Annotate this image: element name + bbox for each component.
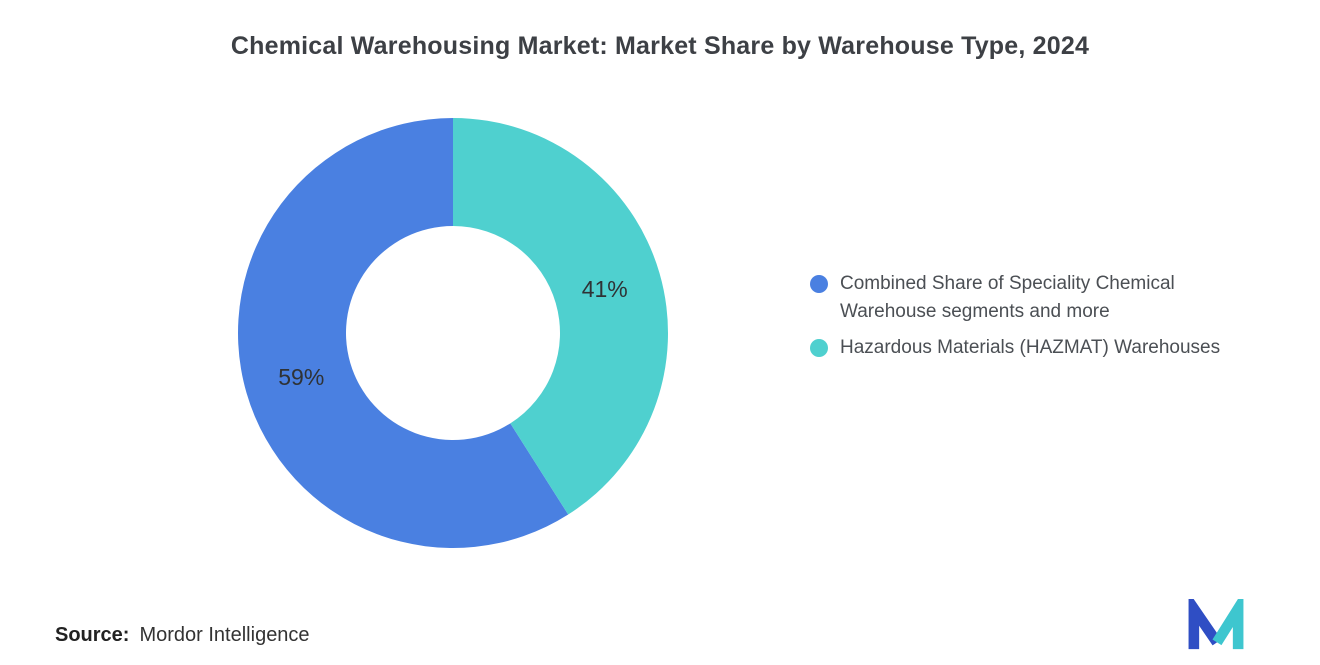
legend-item: Hazardous Materials (HAZMAT) Warehouses (810, 334, 1270, 362)
source-line: Source: Mordor Intelligence (55, 624, 310, 647)
donut-chart-svg: 59% 41% (237, 118, 668, 548)
donut-chart: 59% 41% (223, 103, 683, 563)
donut-slice-0 (237, 118, 569, 548)
mordor-intelligence-logo-svg (1188, 590, 1244, 650)
slice-value-label: 59% (278, 364, 324, 390)
source-label: Source: (55, 624, 130, 646)
legend-label: Combined Share of Speciality Chemical Wa… (840, 273, 1175, 322)
chart-title: Chemical Warehousing Market: Market Shar… (230, 32, 1090, 60)
legend-swatch (810, 275, 828, 293)
donut-slice-1 (453, 118, 668, 515)
legend-label: Hazardous Materials (HAZMAT) Warehouses (840, 337, 1221, 358)
legend-item: Combined Share of Speciality Chemical Wa… (810, 270, 1270, 326)
legend: Combined Share of Speciality Chemical Wa… (810, 270, 1270, 362)
slice-value-label: 41% (582, 276, 628, 302)
mordor-intelligence-logo (1187, 590, 1245, 651)
legend-swatch (810, 339, 828, 357)
source-value: Mordor Intelligence (139, 624, 310, 646)
